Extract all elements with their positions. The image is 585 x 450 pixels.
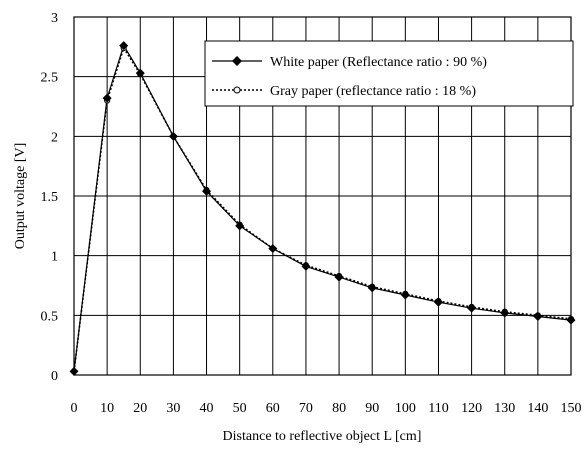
y-tick-label: 0 <box>51 369 58 384</box>
data-point-white-paper <box>119 41 129 51</box>
x-tick-label: 130 <box>494 401 515 416</box>
data-point-white-paper <box>334 272 344 282</box>
y-tick-label: 2 <box>51 130 58 145</box>
legend-marker-gray <box>233 86 241 94</box>
x-tick-label: 0 <box>71 401 78 416</box>
x-tick-label: 30 <box>166 401 180 416</box>
data-point-white-paper <box>301 261 311 271</box>
x-tick-label: 70 <box>299 401 313 416</box>
y-tick-label: 1 <box>51 250 58 265</box>
data-point-white-paper <box>268 244 278 254</box>
x-tick-label: 110 <box>428 401 448 416</box>
data-point-white-paper <box>102 93 112 103</box>
x-tick-label: 20 <box>133 401 147 416</box>
x-tick-label: 100 <box>395 401 416 416</box>
y-tick-label: 1.5 <box>41 190 59 205</box>
data-point-white-paper <box>367 283 377 293</box>
data-point-white-paper <box>533 312 543 322</box>
data-point-white-paper <box>135 68 145 78</box>
x-tick-label: 150 <box>561 401 582 416</box>
data-point-white-paper <box>235 221 245 231</box>
x-tick-label: 50 <box>233 401 247 416</box>
x-tick-label: 80 <box>332 401 346 416</box>
data-point-white-paper <box>69 366 79 376</box>
x-tick-labels: 0 10 20 30 40 50 60 70 80 90 100 110 120 130 140 150 <box>71 401 582 416</box>
x-tick-label: 120 <box>461 401 482 416</box>
x-tick-label: 140 <box>527 401 548 416</box>
data-point-white-paper <box>433 297 443 307</box>
x-tick-label: 90 <box>365 401 379 416</box>
data-point-white-paper <box>202 186 212 196</box>
y-tick-label: 3 <box>51 11 58 26</box>
legend-box <box>204 40 574 107</box>
y-tick-label: 2.5 <box>41 71 59 86</box>
data-point-white-paper <box>467 303 477 313</box>
y-tick-labels: 0 0.5 1 1.5 2 2.5 3 <box>41 11 59 384</box>
legend-label-gray: Gray paper (reflectance ratio : 18 %) <box>270 84 476 99</box>
x-tick-label: 10 <box>100 401 114 416</box>
data-point-white-paper <box>500 308 510 318</box>
y-tick-label: 0.5 <box>41 309 59 324</box>
series-layer <box>69 41 576 376</box>
legend: White paper (Reflectance ratio : 90 %) G… <box>204 40 574 107</box>
x-tick-label: 40 <box>200 401 214 416</box>
x-axis-title: Distance to reflective object L [cm] <box>223 429 422 444</box>
legend-marker-white <box>232 56 242 66</box>
data-point-white-paper <box>168 131 178 141</box>
data-point-white-paper <box>566 315 576 325</box>
data-point-white-paper <box>400 290 410 300</box>
x-tick-label: 60 <box>266 401 280 416</box>
y-axis-title: Output voltage [V] <box>13 143 28 250</box>
legend-label-white: White paper (Reflectance ratio : 90 %) <box>270 55 487 70</box>
series-line-gray-paper <box>73 46 572 372</box>
